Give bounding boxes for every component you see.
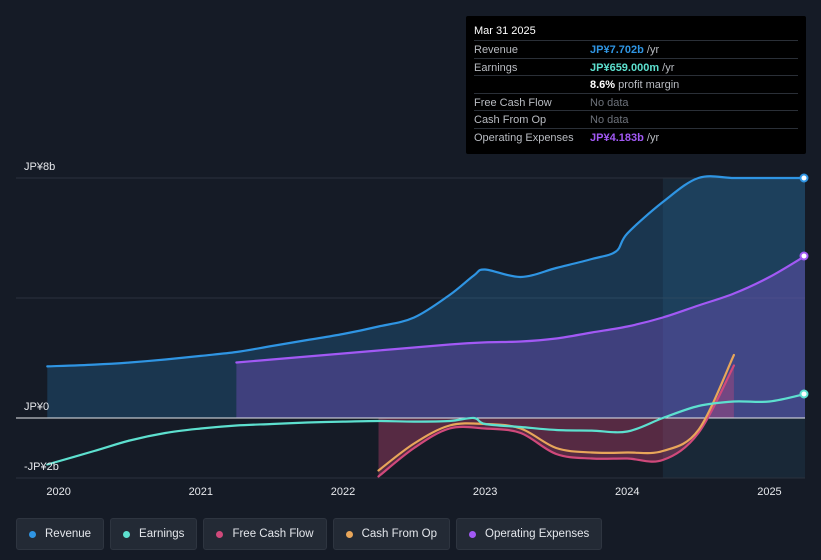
tooltip-row-label: Free Cash Flow <box>474 96 552 109</box>
tooltip-row-value: 8.6% profit margin <box>590 79 680 91</box>
legend-item-earnings[interactable]: Earnings <box>110 518 198 550</box>
end-markers <box>799 173 809 399</box>
y-tick-label: -JP¥2b <box>24 461 59 473</box>
tooltip-row-label: Revenue <box>474 44 519 56</box>
legend-item-free-cash-flow[interactable]: Free Cash Flow <box>203 518 327 550</box>
x-tick-label: 2025 <box>757 486 781 498</box>
legend-item-revenue[interactable]: Revenue <box>16 518 105 550</box>
series-lines <box>46 175 807 478</box>
legend-item-cash-from-op[interactable]: Cash From Op <box>332 518 451 550</box>
tooltip-row-value: JP¥4.183b /yr <box>590 131 660 144</box>
legend-label: Free Cash Flow <box>232 528 314 540</box>
revenue-line <box>46 175 807 368</box>
legend-dot-icon <box>123 530 131 538</box>
legend-label: Cash From Op <box>361 528 438 540</box>
legend-dot-icon <box>29 530 36 538</box>
x-tick-label: 2021 <box>189 486 213 498</box>
operating-expenses-line <box>235 254 807 364</box>
y-axis-labels: JP¥8b JP¥0 -JP¥2b <box>24 161 59 473</box>
tooltip-panel: Mar 31 2025 Revenue JP¥7.702b /yr Earnings… <box>466 16 806 154</box>
tooltip-row: Earnings JP¥659.000m /yr <box>474 57 798 76</box>
x-tick-label: 2020 <box>46 486 70 498</box>
legend-dot-icon <box>345 530 353 538</box>
tooltip-row-label: Operating Expenses <box>474 131 574 144</box>
x-axis-labels: 2020 2021 2022 2023 2024 2025 <box>46 486 781 498</box>
forecast-shade <box>662 178 805 478</box>
tooltip-row: 8.6% profit margin <box>474 75 798 93</box>
series-fills <box>47 176 806 477</box>
legend-item-operating-expenses[interactable]: Operating Expenses <box>456 518 603 550</box>
x-tick-label: 2023 <box>473 486 497 498</box>
revenue-end-marker <box>799 173 809 183</box>
tooltip-row-label: Cash From Op <box>474 114 547 126</box>
free-cash-flow-area <box>378 365 734 477</box>
x-tick-label: 2024 <box>615 486 639 498</box>
tooltip-row-value: JP¥7.702b /yr <box>590 44 660 56</box>
x-tick-label: 2022 <box>331 486 355 498</box>
tooltip-row-value: No data <box>590 96 629 109</box>
operating-expenses-area <box>236 256 806 418</box>
tooltip-row-value: JP¥659.000m /yr <box>590 61 675 74</box>
legend-dot-icon <box>216 530 224 538</box>
y-tick-label: JP¥0 <box>24 401 49 413</box>
grid-lines <box>16 177 805 479</box>
tooltip-row: Revenue JP¥7.702b /yr <box>474 40 798 58</box>
tooltip-row-value: No data <box>590 114 629 126</box>
operating-expenses-end-marker <box>799 251 809 261</box>
y-tick-label: JP¥8b <box>24 161 55 173</box>
earnings-end-marker <box>799 389 809 399</box>
legend-dot-icon <box>469 530 477 538</box>
legend-label: Revenue <box>45 528 92 540</box>
tooltip-row-label: Earnings <box>474 61 518 74</box>
tooltip-date: Mar 31 2025 <box>474 25 536 37</box>
legend-label: Earnings <box>139 528 185 540</box>
legend: Revenue Earnings Free Cash Flow Cash From O… <box>16 518 603 550</box>
tooltip-row: Free Cash Flow No data <box>474 92 798 111</box>
tooltip-row: Cash From Op No data <box>474 110 798 128</box>
tooltip-row: Operating Expenses JP¥4.183b /yr <box>474 127 798 146</box>
earnings-line <box>46 392 807 466</box>
free-cash-flow-line <box>377 364 735 478</box>
legend-label: Operating Expenses <box>485 528 590 540</box>
cash-from-op-line <box>377 353 735 472</box>
revenue-area <box>47 176 805 418</box>
